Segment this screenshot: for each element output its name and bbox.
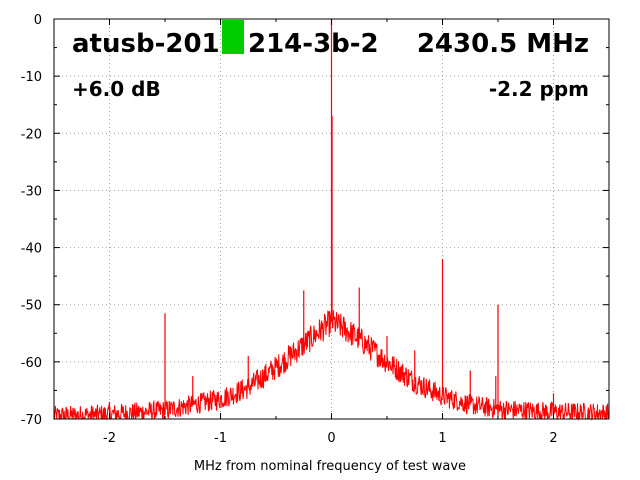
y-tick-label: 0 bbox=[34, 13, 42, 28]
y-tick-label: -60 bbox=[21, 356, 42, 371]
device-name-suffix: 214-3b-2 bbox=[248, 29, 379, 59]
status-indicator bbox=[222, 20, 244, 54]
frequency-readout: 2430.5 MHz bbox=[417, 29, 589, 59]
x-tick-label: 1 bbox=[438, 431, 446, 446]
gain-readout: +6.0 dB bbox=[72, 77, 161, 101]
x-axis-title: MHz from nominal frequency of test wave bbox=[194, 459, 466, 474]
device-name: atusb-2011 bbox=[72, 29, 238, 59]
noise-floor-line bbox=[53, 310, 610, 421]
y-tick-label: -40 bbox=[21, 242, 42, 257]
grid bbox=[54, 19, 609, 419]
axis-ticks: 0-10-20-30-40-50-60-70-2 -1 0 1 2 bbox=[21, 13, 610, 446]
x-tick-label: 0 bbox=[327, 431, 335, 446]
y-tick-label: -50 bbox=[21, 299, 42, 314]
spectrum-series bbox=[53, 19, 610, 421]
y-tick-label: -20 bbox=[21, 127, 42, 142]
y-tick-label: -70 bbox=[21, 413, 42, 428]
x-tick-label: -2 bbox=[103, 431, 116, 446]
ppm-readout: -2.2 ppm bbox=[489, 77, 589, 101]
x-tick-label: -1 bbox=[214, 431, 227, 446]
y-tick-label: -30 bbox=[21, 184, 42, 199]
x-tick-label: 2 bbox=[549, 431, 557, 446]
y-tick-label: -10 bbox=[21, 70, 42, 85]
